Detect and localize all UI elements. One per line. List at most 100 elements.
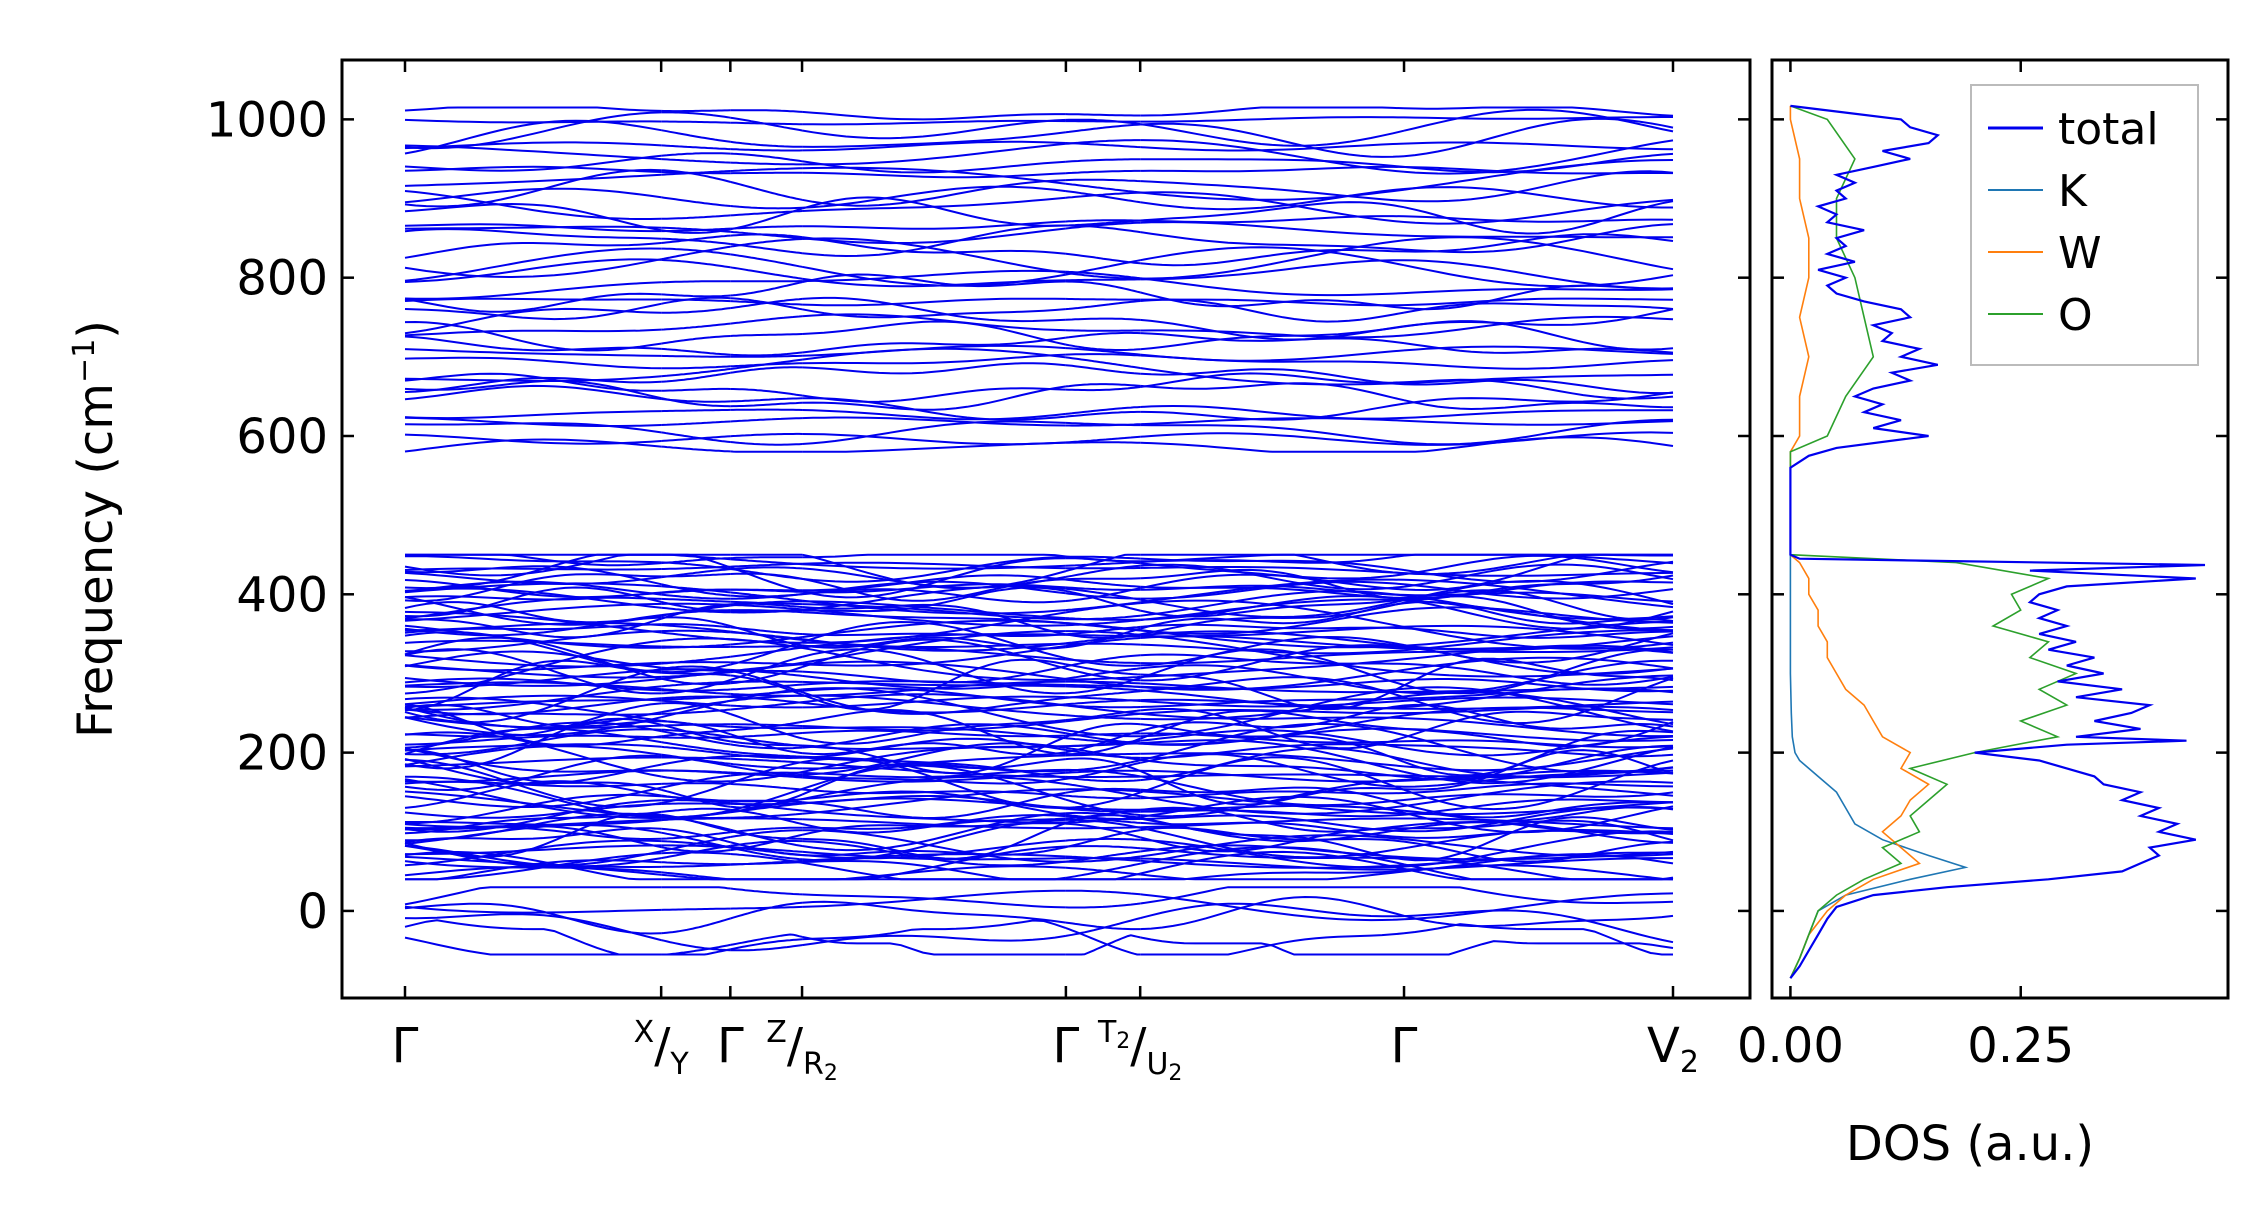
dos-panel: 0.00 0.25 DOS (a.u.) totalKWO [1737,60,2228,1172]
band-line [661,260,730,267]
band-line [730,267,802,278]
band-line [661,558,730,563]
band-line [1066,125,1140,133]
dos-line-W [1790,106,1928,978]
band-line [661,410,730,411]
band-line [661,122,730,123]
dos-x-tick-label: 0.25 [1967,1018,2074,1074]
band-line [1404,380,1673,399]
band-line [1066,143,1140,147]
band-line [1066,827,1140,828]
band-line [1066,424,1140,425]
band-line [405,655,661,666]
band-line [661,865,730,867]
band-line [405,914,661,940]
y-tick-label: 200 [236,726,328,782]
band-line [1404,187,1673,207]
band-line [1066,387,1140,390]
band-line [730,939,802,949]
band-line [730,206,802,208]
band-line [1404,108,1673,116]
band-line [1066,384,1140,386]
band-line [730,316,802,323]
band-line [1066,846,1140,848]
band-line [661,389,730,391]
band-line [730,389,802,396]
band-line [730,642,802,664]
band-line [730,182,802,200]
band-line [1404,893,1673,919]
band-line [1404,792,1673,800]
band-line [802,555,1066,558]
kpoint-label-G3: Γ [1053,1018,1080,1074]
band-line [1140,350,1404,360]
band-line [730,557,802,558]
kpoint-label-G1: Γ [392,1018,419,1074]
band-line [730,640,802,643]
band-line [405,108,661,111]
legend-label-O: O [2058,290,2093,341]
band-line [405,156,661,171]
kpoint-label-V2: V2 [1647,1018,1699,1080]
band-line [1066,705,1140,707]
band-line [730,803,802,804]
band-line [1140,443,1404,452]
band-line [1404,237,1673,269]
band-line [1066,254,1140,263]
band-line [730,403,802,406]
band-line [802,355,1066,364]
band-line [405,294,661,312]
kpoint-label-G4: Γ [1391,1018,1418,1074]
band-line [405,227,661,229]
band-line [405,170,661,207]
band-line [730,123,802,125]
y-tick-label: 600 [236,409,328,465]
band-line [730,110,802,112]
band-line [1066,602,1140,610]
band-line [1140,240,1404,278]
band-structure-panel: 02004006008001000 Γ X/Y Γ Z/R2 Γ T2/U2 Γ V2 Fre… [67,60,1750,1086]
band-line [1404,154,1673,172]
band-line [802,386,1066,409]
band-line [730,727,802,728]
band-line [730,244,802,253]
band-line [1066,904,1140,908]
band-line [802,299,1066,306]
band-line [1404,160,1673,190]
legend-label-total: total [2058,104,2159,155]
legend-label-K: K [2058,166,2088,217]
band-line [1404,941,1673,954]
band-line [661,112,730,117]
kpoint-label-G2: Γ [717,1018,744,1074]
band-line [661,422,730,426]
band-line [1140,181,1404,201]
band-line [1404,555,1673,556]
band-line [730,442,802,445]
band-line [661,887,730,888]
band-line [661,862,730,864]
band-line [1140,222,1404,236]
band-line [730,149,802,150]
band-line [1066,180,1140,181]
band-line [730,334,802,336]
band-line [1066,778,1140,781]
y-tick-label: 800 [236,251,328,307]
band-line [730,282,802,295]
dos-x-tick-label: 0.00 [1737,1018,1844,1074]
band-line [661,215,730,218]
band-line [1404,924,1673,954]
y-tick-label: 1000 [206,92,328,148]
band-line [1140,108,1404,116]
band-line [730,590,802,591]
band-line [730,759,802,763]
figure: 02004006008001000 Γ X/Y Γ Z/R2 Γ T2/U2 Γ V2 Fre… [0,0,2259,1220]
band-line [802,363,1066,373]
band-line [1066,644,1140,645]
band-line [1066,620,1140,625]
band-y-axis-title: Frequency (cm−1) [67,320,124,738]
band-line [1404,289,1673,293]
band-line [661,447,730,452]
band-line [661,919,730,934]
band-line [1066,121,1140,122]
band-line [661,349,730,355]
